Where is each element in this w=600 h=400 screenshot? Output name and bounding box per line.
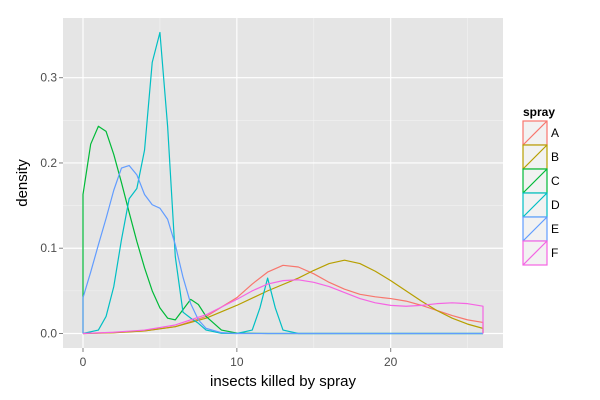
minor-gridlines bbox=[63, 18, 503, 348]
legend-key-line bbox=[522, 240, 548, 266]
y-tick-label: 0.2 bbox=[40, 156, 57, 170]
legend-key-line bbox=[522, 120, 548, 146]
density-curve-e bbox=[82, 164, 483, 335]
legend-key-line bbox=[522, 144, 548, 170]
legend-key-line bbox=[522, 216, 548, 242]
x-tick-label: 0 bbox=[80, 355, 87, 369]
legend-label: D bbox=[551, 198, 560, 212]
legend-item-b: B bbox=[522, 144, 559, 170]
legend-item-f: F bbox=[522, 240, 558, 266]
x-axis: 0 10 20 bbox=[80, 348, 398, 369]
density-curve-a bbox=[82, 264, 484, 335]
density-curve-b bbox=[82, 259, 484, 335]
x-tick-label: 10 bbox=[230, 355, 244, 369]
y-axis: 0.0 0.1 0.2 0.3 bbox=[40, 71, 63, 341]
legend-item-a: A bbox=[522, 120, 559, 146]
legend-key-line bbox=[522, 192, 548, 218]
y-tick-label: 0.1 bbox=[40, 241, 57, 255]
y-tick-label: 0.3 bbox=[40, 71, 57, 85]
legend-label: A bbox=[551, 126, 559, 140]
x-axis-title: insects killed by spray bbox=[210, 373, 356, 390]
legend-title: spray bbox=[523, 105, 555, 119]
density-curves bbox=[82, 31, 484, 335]
legend-item-d: D bbox=[522, 192, 560, 218]
legend-item-c: C bbox=[522, 168, 560, 194]
x-tick-label: 20 bbox=[384, 355, 398, 369]
y-tick-label: 0.0 bbox=[40, 327, 57, 341]
legend-label: C bbox=[551, 174, 560, 188]
legend-label: B bbox=[551, 150, 559, 164]
y-axis-title: density bbox=[14, 159, 31, 207]
density-curve-f bbox=[82, 279, 484, 335]
legend-label: E bbox=[551, 222, 559, 236]
plot-panel bbox=[63, 18, 503, 348]
density-curve-d bbox=[82, 31, 483, 335]
legend-label: F bbox=[551, 246, 558, 260]
legend-key-line bbox=[522, 168, 548, 194]
